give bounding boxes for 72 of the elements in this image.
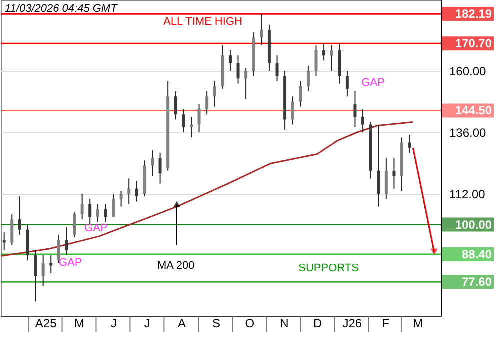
candlestick <box>228 50 232 72</box>
ref-line-label: 144.50 <box>455 104 492 118</box>
x-tick-label: D <box>314 316 323 330</box>
annotation: SUPPORTS <box>298 262 359 275</box>
candlestick <box>306 65 310 92</box>
ref-line-label: 182.19 <box>455 7 492 22</box>
candlestick <box>213 80 216 108</box>
candlestick <box>65 226 68 256</box>
candlestick <box>42 255 45 287</box>
candlestick <box>408 134 412 154</box>
x-tick-label: O <box>245 316 255 330</box>
candlestick <box>73 211 76 238</box>
candlestick <box>190 116 193 138</box>
candlestick <box>10 214 14 246</box>
candlestick <box>182 108 186 133</box>
candlestick <box>50 255 53 274</box>
candlestick <box>384 158 388 200</box>
annotation: 11/03/2026 04:45 GMT <box>5 3 119 15</box>
annotation: MA 200 <box>157 260 195 272</box>
candlestick <box>362 108 365 133</box>
candlestick <box>112 194 116 218</box>
x-tick-label: M <box>74 316 84 330</box>
candlestick <box>80 194 84 220</box>
candlestick <box>120 190 123 208</box>
ref-line-label: 77.60 <box>462 275 492 290</box>
candlestick <box>276 55 279 82</box>
candlestick <box>392 158 396 190</box>
candlestick <box>322 43 326 62</box>
ref-line-label: 170.70 <box>455 36 492 51</box>
x-tick-label: N <box>280 316 289 330</box>
candlestick <box>260 14 264 46</box>
candlestick <box>244 68 248 100</box>
candlestick <box>18 196 22 236</box>
x-tick-label: S <box>212 316 220 330</box>
annotation: GAP <box>58 257 82 270</box>
candlestick <box>57 234 60 264</box>
candlestick <box>135 180 138 202</box>
candlestick <box>158 152 162 184</box>
y-tick-label: 136.00 <box>450 126 487 140</box>
candlestick <box>354 90 357 128</box>
annotation: ALL TIME HIGH <box>164 16 242 28</box>
x-tick-label: J <box>144 316 150 330</box>
candlestick <box>34 250 38 302</box>
candlestick <box>330 44 334 72</box>
annotation: GAP <box>362 77 385 90</box>
candlestick <box>291 96 294 126</box>
x-tick-label: J26 <box>342 316 362 330</box>
candlestick <box>236 55 240 84</box>
candlestick <box>174 90 178 120</box>
x-tick-label: A <box>178 316 186 330</box>
candlestick <box>377 124 380 208</box>
x-tick-label: F <box>382 316 390 330</box>
candlestick <box>314 44 318 77</box>
y-tick-label: 160.00 <box>450 64 487 78</box>
candlestick <box>104 204 108 223</box>
candlestick <box>346 70 349 98</box>
candlestick <box>150 150 154 177</box>
x-tick-label: J <box>111 316 118 330</box>
x-tick-label: A25 <box>35 316 58 330</box>
annotation: GAP <box>84 222 108 235</box>
candlestick <box>2 232 6 251</box>
candlestick <box>299 80 302 108</box>
candlestick <box>88 198 92 226</box>
candlestick <box>198 104 201 133</box>
line-series <box>0 122 414 258</box>
ref-line-label: 100.00 <box>455 218 492 232</box>
x-tick-label: M <box>413 316 424 330</box>
y-tick-label: 112.00 <box>450 188 486 202</box>
candlestick <box>206 90 209 116</box>
candlestick <box>128 178 131 205</box>
candlestick <box>96 204 100 223</box>
ref-line-label: 88.40 <box>462 247 492 262</box>
